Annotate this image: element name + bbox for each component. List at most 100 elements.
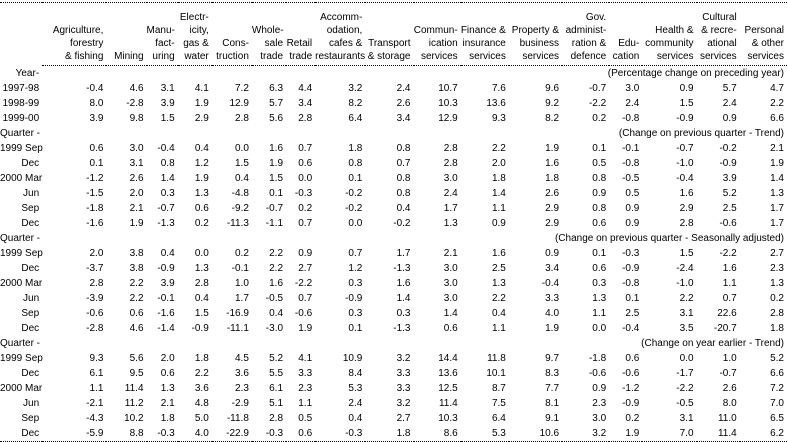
- value-cell: 2.2: [770, 98, 784, 109]
- value-cell: 9.5: [129, 368, 144, 379]
- section-caption: (Percentage change on preceding year): [607, 68, 784, 79]
- value-cell: 1.9: [545, 323, 560, 334]
- value-cell: 0.1: [348, 323, 363, 334]
- table-row: Jun -1.5 2.0 0.3 1.3 -4.8 0.1 -0.3 -0.2 0.8 2.4 1.4…: [0, 186, 787, 201]
- value-cell: 2.5: [722, 203, 737, 214]
- value-cell: 0.1: [625, 293, 640, 304]
- value-cell: 0.7: [722, 293, 737, 304]
- value-cell: 1.7: [235, 293, 249, 304]
- value-cell: 6.6: [770, 113, 784, 124]
- value-cell: 1.3: [443, 218, 458, 229]
- table-row: Dec -1.6 1.9 -1.3 0.2 -11.3 -1.1 0.7 0.0 -0.2 1.3 0…: [0, 216, 787, 231]
- value-cell: -0.5: [265, 293, 284, 304]
- value-cell: 0.6: [625, 353, 640, 364]
- table-row: Sep -1.8 2.1 -0.7 0.6 -9.2 -0.7 0.2 -0.2 0.4 1.7 1.…: [0, 201, 787, 216]
- value-cell: 2.3: [235, 383, 249, 394]
- value-cell: 3.1: [129, 158, 144, 169]
- value-cell: 0.4: [348, 413, 363, 424]
- value-cell: 3.0: [443, 293, 458, 304]
- value-cell: 0.1: [269, 188, 284, 199]
- table-row: 1999 Sep 0.6 3.0 -0.4 0.4 0.0 1.6 0.7 1.8 0.8 2.8 2…: [0, 141, 787, 156]
- value-cell: 8.2: [348, 98, 363, 109]
- column-header: Manu- fact- uring: [146, 2, 178, 66]
- value-cell: 0.8: [396, 143, 411, 154]
- value-cell: 3.3: [396, 383, 411, 394]
- value-cell: -0.3: [157, 428, 175, 439]
- value-cell: 2.8: [269, 413, 284, 424]
- value-cell: -2.8: [126, 98, 144, 109]
- value-cell: 1.2: [348, 263, 363, 274]
- value-cell: 1.9: [194, 173, 209, 184]
- value-cell: -0.7: [719, 368, 737, 379]
- table-row: Dec -2.8 4.6 -1.4 -0.9 -11.1 -3.0 1.9 0.1 -1.3 0.6…: [0, 321, 787, 336]
- value-cell: 4.8: [194, 398, 209, 409]
- value-cell: 3.2: [592, 428, 607, 439]
- value-cell: 4.4: [298, 83, 313, 94]
- value-cell: 1.8: [545, 173, 560, 184]
- value-cell: 1.7: [443, 203, 458, 214]
- value-cell: -16.9: [226, 308, 249, 319]
- value-cell: 1.1: [592, 308, 607, 319]
- value-cell: 3.1: [679, 413, 694, 424]
- value-cell: 2.0: [160, 353, 175, 364]
- value-cell: -0.4: [676, 173, 694, 184]
- value-cell: -0.8: [622, 278, 640, 289]
- section-caption: (Change on previous quarter - Trend): [618, 128, 784, 139]
- value-cell: -0.9: [622, 398, 640, 409]
- column-header: Whole- sale trade: [251, 2, 287, 66]
- value-cell: 3.8: [129, 248, 144, 259]
- value-cell: 8.2: [545, 113, 560, 124]
- row-label-column-header: [0, 3, 42, 66]
- value-cell: 3.4: [545, 263, 560, 274]
- value-cell: -0.4: [541, 278, 560, 289]
- table-row: Dec -3.7 3.8 -0.9 1.3 -0.1 2.2 2.7 1.2 -1.3 3.0 2.5…: [0, 261, 787, 276]
- value-cell: 1.9: [625, 428, 640, 439]
- row-period-label: Dec: [21, 428, 40, 439]
- value-cell: -0.4: [86, 83, 104, 94]
- value-cell: 10.2: [124, 413, 144, 424]
- value-cell: -1.8: [86, 203, 104, 214]
- value-cell: -0.9: [676, 113, 694, 124]
- value-cell: 2.3: [298, 383, 313, 394]
- value-cell: 0.3: [592, 278, 607, 289]
- column-header: Gov. administ- ration & defence: [562, 2, 610, 66]
- value-cell: 8.8: [129, 428, 144, 439]
- value-cell: 2.8: [443, 143, 458, 154]
- table-row: Dec 0.1 3.1 0.8 1.2 1.5 1.9 0.6 0.8 0.7 2.8 2.0 1.6 0…: [0, 156, 787, 171]
- table-row: 1998-99 8.0 -2.8 3.9 1.9 12.9 5.7 3.4 8.2 2.6 10.3…: [0, 96, 787, 111]
- value-cell: -0.9: [191, 323, 209, 334]
- value-cell: -0.6: [86, 308, 104, 319]
- value-cell: -0.9: [345, 293, 363, 304]
- value-cell: 2.4: [348, 398, 363, 409]
- row-period-label: Jun: [23, 398, 40, 409]
- value-cell: 2.0: [89, 248, 104, 259]
- value-cell: 0.2: [298, 203, 313, 214]
- value-cell: 2.6: [722, 383, 737, 394]
- value-cell: 2.2: [679, 293, 694, 304]
- value-cell: -22.9: [226, 428, 249, 439]
- value-cell: 1.6: [679, 188, 694, 199]
- value-cell: 1.0: [235, 278, 249, 289]
- value-cell: 0.9: [679, 83, 694, 94]
- value-cell: 7.6: [491, 83, 506, 94]
- value-cell: 2.9: [545, 218, 560, 229]
- value-cell: 5.7: [269, 98, 284, 109]
- value-cell: 11.0: [717, 413, 737, 424]
- column-header: Agriculture, forestry & fishing: [42, 2, 107, 66]
- value-cell: -0.8: [622, 158, 640, 169]
- value-cell: 1.4: [160, 173, 175, 184]
- value-cell: 10.3: [438, 98, 458, 109]
- value-cell: 3.9: [89, 113, 104, 124]
- column-header: Property & business services: [508, 2, 563, 66]
- value-cell: 1.3: [770, 278, 784, 289]
- value-cell: 10.1: [486, 368, 506, 379]
- value-cell: 11.4: [438, 398, 458, 409]
- value-cell: -1.3: [157, 218, 175, 229]
- value-cell: 10.6: [539, 428, 560, 439]
- value-cell: 1.8: [348, 143, 363, 154]
- value-cell: 4.5: [235, 353, 249, 364]
- value-cell: -2.1: [86, 398, 104, 409]
- value-cell: 0.6: [592, 263, 607, 274]
- value-cell: 2.6: [129, 173, 144, 184]
